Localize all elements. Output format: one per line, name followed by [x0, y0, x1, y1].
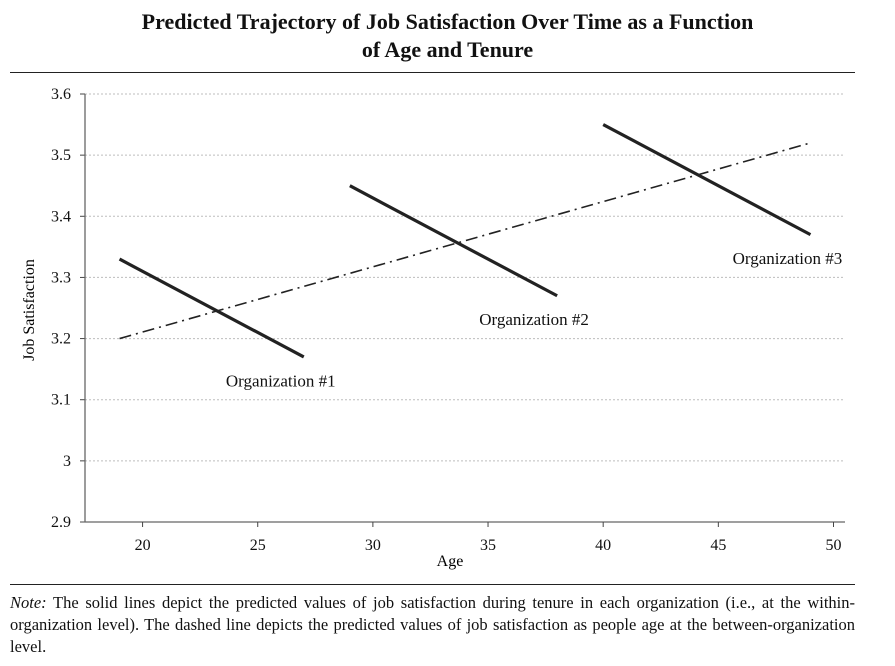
y-tick-label: 3 [63, 453, 71, 470]
y-tick-label: 3.4 [51, 208, 71, 225]
note-text: The solid lines depict the predicted val… [10, 593, 855, 656]
organization-label-2: Organization #2 [479, 310, 589, 329]
y-axis-label: Job Satisfaction [21, 259, 38, 361]
organization-line-3 [602, 123, 812, 237]
x-tick-label: 50 [825, 537, 841, 554]
between-organization-line [119, 142, 811, 340]
y-tick-label: 3.6 [51, 86, 71, 103]
x-tick-label: 30 [365, 537, 381, 554]
organization-label-3: Organization #3 [733, 249, 843, 268]
organization-line-1 [118, 257, 305, 359]
x-tick-label: 45 [710, 537, 726, 554]
figure-note: Note: The solid lines depict the predict… [10, 592, 855, 658]
chart-title: Predicted Trajectory of Job Satisfaction… [0, 8, 895, 64]
title-line-2: of Age and Tenure [361, 37, 534, 62]
line-chart: 2.9 3 3.1 3.2 3.3 3.4 3.5 3.6 20 25 30 35 40 45 50 Org… [21, 86, 845, 570]
y-tick-label: 3.5 [51, 147, 71, 164]
x-tick-label: 40 [595, 537, 611, 554]
y-tick-label: 3.3 [51, 269, 71, 286]
axes [80, 93, 845, 527]
x-tick-label: 25 [250, 537, 266, 554]
organization-line-2 [349, 184, 558, 298]
organization-label-1: Organization #1 [226, 371, 336, 390]
y-tick-label: 3.2 [51, 331, 71, 348]
y-tick-label: 2.9 [51, 514, 71, 531]
gridlines [85, 93, 845, 462]
title-rule [10, 72, 855, 73]
note-rule [10, 584, 855, 585]
x-tick-label: 20 [135, 537, 151, 554]
tick-labels: 2.9 3 3.1 3.2 3.3 3.4 3.5 3.6 20 25 30 35 40 45 50 [51, 86, 841, 554]
note-label: Note: [10, 593, 47, 612]
y-tick-label: 3.1 [51, 392, 71, 409]
series-lines [118, 123, 812, 359]
x-tick-label: 35 [480, 537, 496, 554]
annotations: Organization #1 Organization #2 Organizati… [226, 249, 842, 390]
x-axis-label: Age [437, 553, 464, 570]
title-line-1: Predicted Trajectory of Job Satisfaction… [141, 9, 754, 34]
